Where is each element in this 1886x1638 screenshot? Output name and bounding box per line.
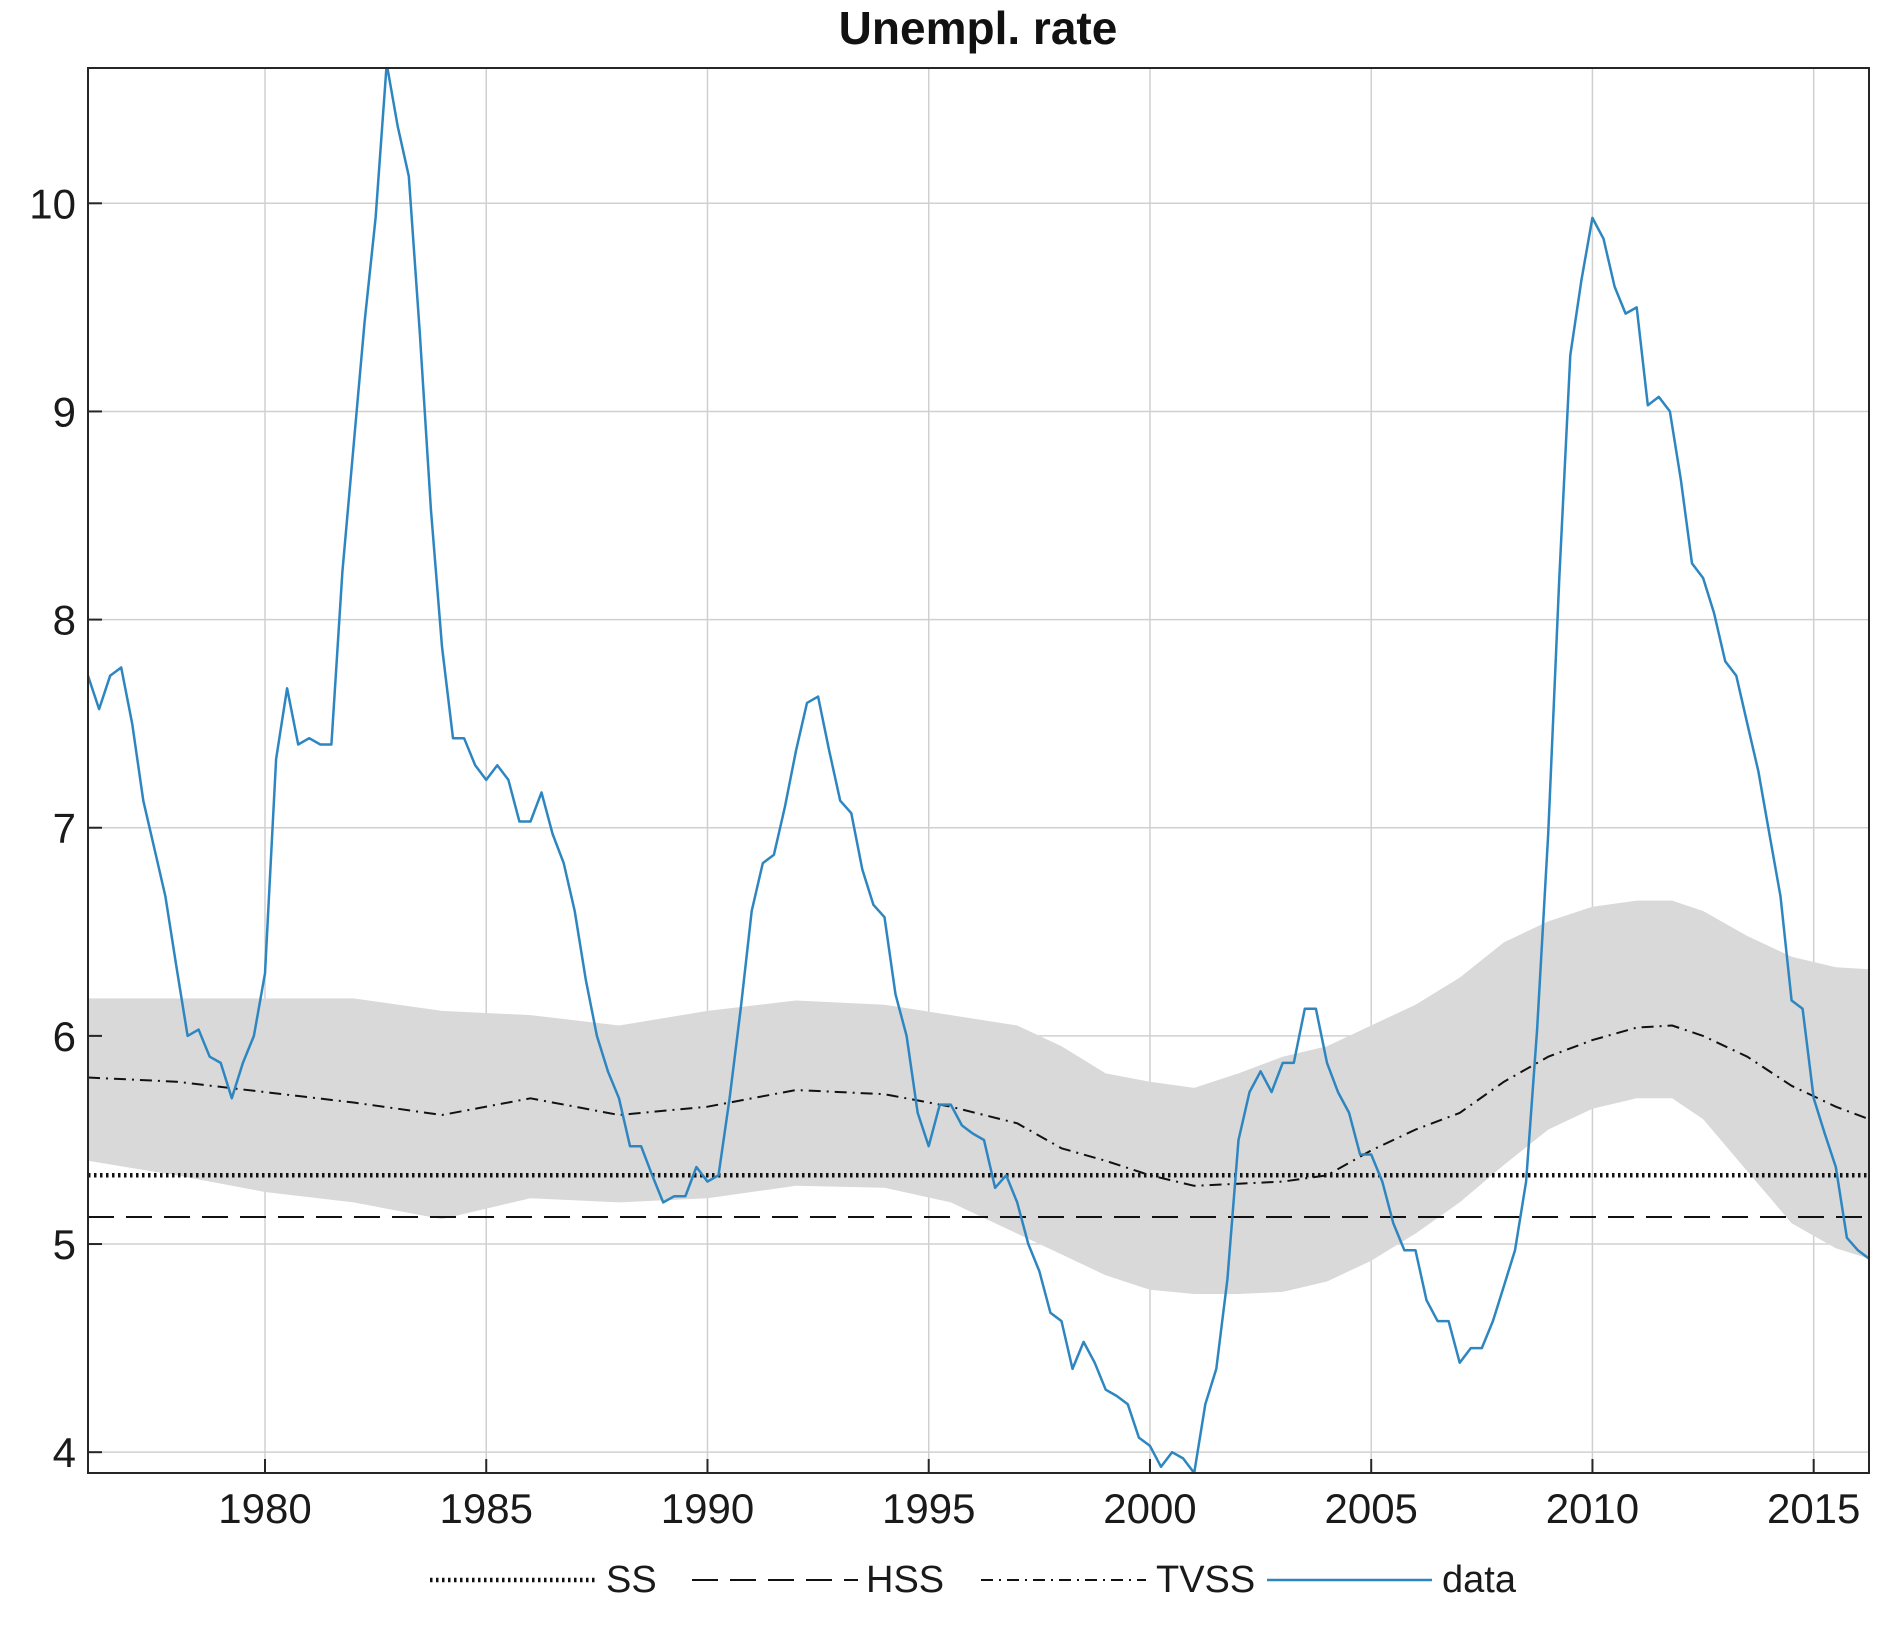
y-tick-label: 5 bbox=[53, 1221, 76, 1268]
plot-frame bbox=[87, 67, 1870, 1474]
y-tick-label: 7 bbox=[53, 805, 76, 852]
x-tick-label: 2005 bbox=[1324, 1485, 1417, 1532]
plot-area bbox=[87, 67, 1870, 1474]
confidence-band bbox=[88, 900, 1869, 1294]
series-line-tvss bbox=[88, 1024, 1869, 1187]
x-tick-label: 2015 bbox=[1767, 1485, 1860, 1532]
x-tick-label: 1990 bbox=[661, 1485, 754, 1532]
series-lines-layer bbox=[88, 68, 1869, 1473]
y-tick-label: 8 bbox=[53, 597, 76, 644]
x-tick-label: 2010 bbox=[1546, 1485, 1639, 1532]
legend-label-tvss: TVSS bbox=[1156, 1559, 1255, 1601]
x-tick-label: 2000 bbox=[1103, 1485, 1196, 1532]
series-line-data bbox=[88, 68, 1869, 1473]
y-tick-label: 9 bbox=[53, 388, 76, 435]
x-tick-label: 1985 bbox=[440, 1485, 533, 1532]
y-axis-ticks: 4 5 6 7 8 9 10 bbox=[29, 180, 102, 1476]
x-tick-label: 1980 bbox=[218, 1485, 311, 1532]
legend-label-hss: HSS bbox=[866, 1559, 944, 1601]
legend-label-ss: SS bbox=[606, 1559, 657, 1601]
legend-label-data: data bbox=[1442, 1559, 1517, 1601]
x-axis-ticks: 1980 1985 1990 1995 2000 2005 2010 2015 bbox=[218, 1459, 1860, 1532]
x-tick-label: 1995 bbox=[882, 1485, 975, 1532]
chart-title: Unempl. rate bbox=[839, 2, 1118, 54]
y-tick-label: 6 bbox=[53, 1013, 76, 1060]
y-tick-label: 4 bbox=[53, 1429, 76, 1476]
y-tick-label: 10 bbox=[29, 180, 76, 227]
legend: SS HSS TVSS data bbox=[430, 1559, 1517, 1601]
confidence-band-layer bbox=[88, 900, 1869, 1294]
